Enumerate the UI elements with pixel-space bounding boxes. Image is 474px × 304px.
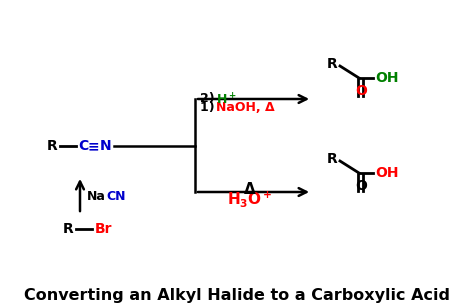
Text: N: N bbox=[100, 139, 111, 153]
Text: OH: OH bbox=[375, 71, 399, 85]
Text: Δ: Δ bbox=[244, 182, 256, 197]
Text: $\mathregular{H^+}$: $\mathregular{H^+}$ bbox=[216, 92, 237, 107]
Text: R: R bbox=[63, 222, 73, 236]
Text: Na: Na bbox=[87, 189, 106, 202]
Text: NaOH, Δ: NaOH, Δ bbox=[216, 101, 274, 114]
Text: Converting an Alkyl Halide to a Carboxylic Acid: Converting an Alkyl Halide to a Carboxyl… bbox=[24, 288, 450, 303]
Text: 2): 2) bbox=[200, 92, 219, 105]
Text: O: O bbox=[355, 84, 367, 98]
Text: R: R bbox=[326, 152, 337, 166]
Text: $\mathregular{H_3O^+}$: $\mathregular{H_3O^+}$ bbox=[227, 189, 273, 209]
Text: R: R bbox=[326, 57, 337, 71]
Text: C: C bbox=[78, 139, 88, 153]
Text: Br: Br bbox=[95, 222, 112, 236]
Text: CN: CN bbox=[106, 189, 126, 202]
Text: R: R bbox=[46, 139, 57, 153]
Text: 1): 1) bbox=[200, 101, 219, 114]
Text: ≡: ≡ bbox=[88, 139, 100, 153]
Text: O: O bbox=[355, 179, 367, 193]
Text: OH: OH bbox=[375, 166, 399, 180]
